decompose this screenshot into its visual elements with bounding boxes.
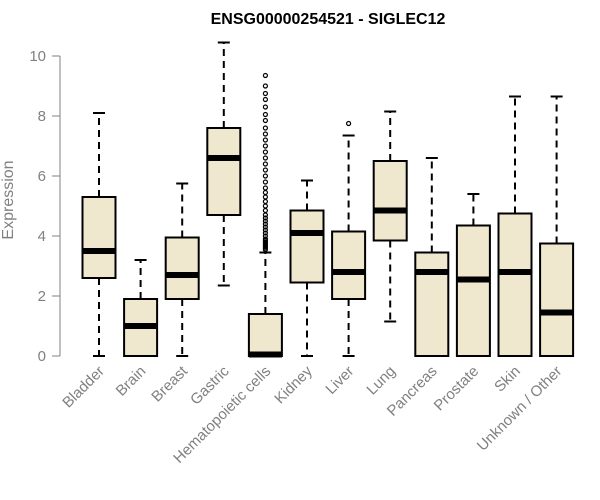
outlier-point: [262, 227, 268, 233]
y-tick-label: 2: [38, 288, 46, 305]
outlier-point: [262, 149, 268, 155]
box-kidney: [289, 179, 325, 357]
outlier-point: [262, 111, 268, 118]
x-tick-label: Liver: [322, 363, 357, 398]
outlier-point: [262, 72, 268, 79]
box-brain: [123, 259, 159, 357]
outlier-point: [262, 90, 268, 97]
outlier-point: [262, 137, 268, 143]
x-tick-label: Skin: [491, 363, 524, 396]
x-tick-label: Lung: [363, 363, 399, 399]
box-hematopoietic-cells: [247, 72, 283, 358]
outlier-point: [262, 203, 268, 209]
outlier-point: [262, 221, 268, 227]
outlier-point: [262, 143, 268, 149]
y-axis: 0 2 4 6 8 10: [29, 48, 61, 365]
y-tick-label: 4: [38, 228, 46, 245]
box-breast: [164, 182, 200, 357]
outlier-point: [262, 173, 268, 179]
box-iqr: [81, 196, 117, 279]
box-iqr: [372, 160, 408, 242]
outlier-point: [262, 131, 268, 137]
outlier-point: [262, 155, 268, 161]
x-tick-label: Brain: [113, 363, 150, 400]
box-iqr: [497, 212, 533, 357]
outlier-point: [262, 161, 268, 167]
box-prostate: [455, 193, 491, 357]
box-bladder: [81, 112, 117, 357]
outlier-point: [346, 120, 352, 127]
box-iqr: [539, 242, 575, 357]
box-iqr: [414, 251, 450, 357]
box-pancreas: [414, 157, 450, 357]
y-tick-label: 6: [38, 168, 46, 185]
boxes-layer: [81, 41, 575, 358]
outlier-point: [262, 215, 268, 221]
outlier-point: [262, 117, 268, 124]
outlier-point: [262, 194, 268, 200]
outlier-point: [262, 207, 268, 214]
outlier-point: [262, 179, 268, 185]
box-iqr: [455, 224, 491, 357]
outlier-point: [262, 167, 268, 173]
outlier-point: [262, 218, 268, 224]
chart-title: ENSG00000254521 - SIGLEC12: [211, 11, 446, 28]
y-tick-label: 10: [29, 48, 46, 65]
box-skin: [497, 95, 533, 357]
outlier-point: [262, 83, 268, 89]
box-liver: [331, 120, 367, 357]
outlier-point: [262, 104, 268, 110]
outlier-point: [262, 185, 268, 191]
x-tick-label: Breast: [148, 362, 191, 405]
box-iqr: [164, 236, 200, 300]
box-lung: [372, 110, 408, 323]
outlier-point: [262, 96, 268, 103]
x-tick-label: Bladder: [59, 363, 108, 412]
x-tick-label: Kidney: [271, 362, 316, 407]
outlier-point: [262, 246, 268, 253]
outlier-point: [262, 189, 268, 196]
outlier-point: [262, 125, 268, 131]
outlier-point: [262, 212, 268, 218]
y-tick-label: 8: [38, 108, 46, 125]
outlier-point: [262, 224, 268, 230]
outlier-point: [262, 198, 268, 205]
y-tick-label: 0: [38, 348, 46, 365]
box-iqr: [331, 230, 367, 300]
box-iqr: [247, 313, 283, 357]
box-iqr: [206, 127, 242, 216]
box-unknown-other: [539, 95, 575, 357]
x-tick-label: Prostate: [431, 363, 483, 415]
outlier-point: [262, 230, 268, 236]
box-iqr: [289, 209, 325, 284]
box-gastric: [206, 41, 242, 287]
y-axis-label: Expression: [0, 160, 17, 239]
